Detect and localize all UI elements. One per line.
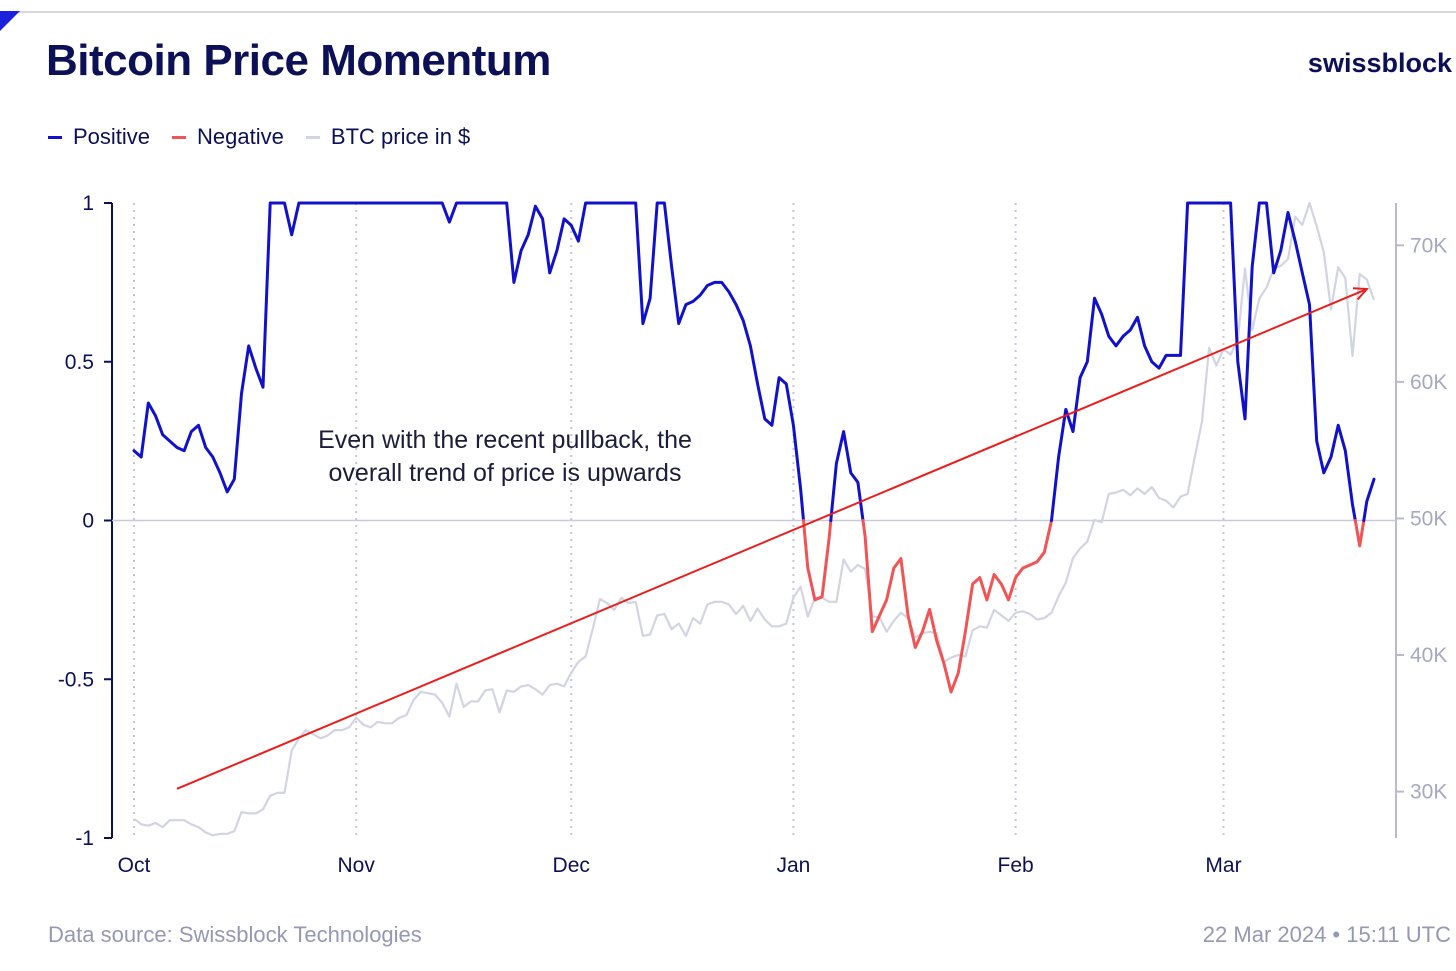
- x-tick-label-dec: Dec: [553, 854, 590, 877]
- x-tick-label-jan: Jan: [776, 854, 810, 877]
- legend-item-positive: Positive: [48, 124, 150, 150]
- trend-arrow-line: [176, 288, 1368, 790]
- series-btc-price-line: [133, 201, 1376, 837]
- legend-label-negative: Negative: [197, 124, 284, 149]
- top-rule: [0, 11, 1456, 13]
- legend-item-negative: Negative: [172, 124, 284, 150]
- chart-legend: Positive Negative BTC price in $: [48, 124, 492, 150]
- series-momentum-positive-0: [132, 201, 805, 522]
- series-momentum-positive-6: [1362, 477, 1376, 522]
- legend-item-btc-price: BTC price in $: [305, 124, 471, 150]
- data-source: Data source: Swissblock Technologies: [48, 922, 422, 947]
- y-left-tick-label: 0.5: [65, 351, 94, 374]
- legend-label-positive: Positive: [73, 124, 151, 149]
- series-momentum-positive-2: [829, 430, 865, 522]
- series-momentum-negative-5: [1353, 519, 1366, 548]
- legend-swatch-negative: [172, 135, 187, 139]
- y-right-tick-label: 60K: [1410, 371, 1447, 394]
- brand-logo: swissblock: [1307, 48, 1452, 78]
- x-tick-label-oct: Oct: [118, 854, 151, 877]
- timestamp: 22 Mar 2024 • 15:11 UTC: [1202, 922, 1451, 947]
- legend-label-btc-price: BTC price in $: [330, 124, 471, 149]
- corner-accent: [0, 11, 20, 31]
- annotation-line-2: overall trend of price is upwards: [328, 459, 682, 487]
- x-tick-label-nov: Nov: [338, 854, 376, 877]
- series-momentum-positive-4: [1050, 201, 1357, 522]
- y-left-tick-label: 0: [82, 510, 94, 533]
- chart-annotation: Even with the recent pullback, the overa…: [250, 424, 760, 490]
- y-left-tick-label: -1: [75, 827, 94, 850]
- y-left-tick-label: -0.5: [58, 668, 94, 691]
- y-right-tick-label: 70K: [1410, 234, 1447, 257]
- page-title: Bitcoin Price Momentum: [46, 36, 551, 85]
- legend-swatch-positive: [48, 135, 62, 139]
- annotation-line-1: Even with the recent pullback, the: [318, 426, 692, 454]
- legend-swatch-btc-price: [305, 135, 320, 139]
- trend-arrow-head: [1352, 287, 1369, 301]
- series-momentum-negative-1: [802, 519, 833, 602]
- y-right-tick-label: 50K: [1410, 507, 1447, 530]
- x-tick-label-mar: Mar: [1205, 854, 1241, 877]
- series-momentum-negative-3: [861, 519, 1053, 694]
- x-tick-label-feb: Feb: [998, 854, 1034, 877]
- y-right-tick-label: 40K: [1410, 644, 1447, 667]
- y-left-tick-label: 1: [82, 192, 94, 215]
- y-right-tick-label: 30K: [1410, 781, 1447, 804]
